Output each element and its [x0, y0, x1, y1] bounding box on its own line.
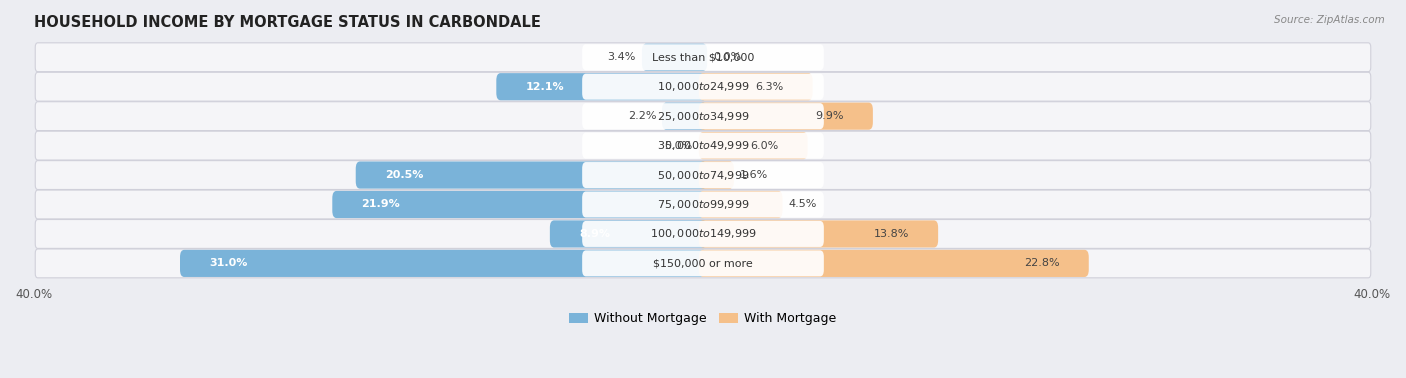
- Text: $100,000 to $149,999: $100,000 to $149,999: [650, 228, 756, 240]
- Text: $25,000 to $34,999: $25,000 to $34,999: [657, 110, 749, 122]
- FancyBboxPatch shape: [582, 74, 824, 100]
- Text: Less than $10,000: Less than $10,000: [652, 52, 754, 62]
- FancyBboxPatch shape: [699, 161, 734, 189]
- FancyBboxPatch shape: [550, 220, 707, 248]
- FancyBboxPatch shape: [35, 102, 1371, 130]
- FancyBboxPatch shape: [35, 72, 1371, 101]
- Text: 22.8%: 22.8%: [1024, 259, 1060, 268]
- FancyBboxPatch shape: [582, 44, 824, 70]
- Text: $50,000 to $74,999: $50,000 to $74,999: [657, 169, 749, 181]
- FancyBboxPatch shape: [35, 43, 1371, 72]
- Text: $150,000 or more: $150,000 or more: [654, 259, 752, 268]
- Text: $75,000 to $99,999: $75,000 to $99,999: [657, 198, 749, 211]
- FancyBboxPatch shape: [699, 220, 938, 248]
- Text: 9.9%: 9.9%: [815, 111, 844, 121]
- FancyBboxPatch shape: [332, 191, 707, 218]
- FancyBboxPatch shape: [699, 102, 873, 130]
- Text: 3.4%: 3.4%: [607, 52, 636, 62]
- Text: 0.0%: 0.0%: [713, 52, 741, 62]
- Text: 31.0%: 31.0%: [209, 259, 247, 268]
- FancyBboxPatch shape: [643, 44, 707, 71]
- FancyBboxPatch shape: [582, 192, 824, 217]
- Text: 0.0%: 0.0%: [665, 141, 693, 150]
- FancyBboxPatch shape: [699, 73, 813, 100]
- FancyBboxPatch shape: [35, 249, 1371, 278]
- Text: 6.0%: 6.0%: [749, 141, 779, 150]
- FancyBboxPatch shape: [699, 250, 1088, 277]
- FancyBboxPatch shape: [35, 131, 1371, 160]
- Text: 13.8%: 13.8%: [873, 229, 908, 239]
- Text: 21.9%: 21.9%: [361, 200, 401, 209]
- Text: 20.5%: 20.5%: [385, 170, 423, 180]
- Text: $10,000 to $24,999: $10,000 to $24,999: [657, 80, 749, 93]
- FancyBboxPatch shape: [582, 250, 824, 276]
- FancyBboxPatch shape: [35, 190, 1371, 219]
- FancyBboxPatch shape: [496, 73, 707, 100]
- FancyBboxPatch shape: [356, 161, 707, 189]
- Legend: Without Mortgage, With Mortgage: Without Mortgage, With Mortgage: [564, 307, 842, 330]
- FancyBboxPatch shape: [582, 162, 824, 188]
- Text: 2.2%: 2.2%: [627, 111, 657, 121]
- Text: HOUSEHOLD INCOME BY MORTGAGE STATUS IN CARBONDALE: HOUSEHOLD INCOME BY MORTGAGE STATUS IN C…: [34, 15, 540, 30]
- Text: Source: ZipAtlas.com: Source: ZipAtlas.com: [1274, 15, 1385, 25]
- Text: $35,000 to $49,999: $35,000 to $49,999: [657, 139, 749, 152]
- FancyBboxPatch shape: [180, 250, 707, 277]
- FancyBboxPatch shape: [35, 220, 1371, 248]
- Text: 12.1%: 12.1%: [526, 82, 564, 92]
- Text: 8.9%: 8.9%: [579, 229, 610, 239]
- FancyBboxPatch shape: [35, 161, 1371, 189]
- FancyBboxPatch shape: [699, 132, 807, 159]
- Text: 4.5%: 4.5%: [789, 200, 817, 209]
- FancyBboxPatch shape: [582, 221, 824, 247]
- FancyBboxPatch shape: [699, 191, 783, 218]
- Text: 6.3%: 6.3%: [755, 82, 783, 92]
- FancyBboxPatch shape: [662, 102, 707, 130]
- Text: 1.6%: 1.6%: [740, 170, 768, 180]
- FancyBboxPatch shape: [582, 133, 824, 159]
- FancyBboxPatch shape: [582, 103, 824, 129]
